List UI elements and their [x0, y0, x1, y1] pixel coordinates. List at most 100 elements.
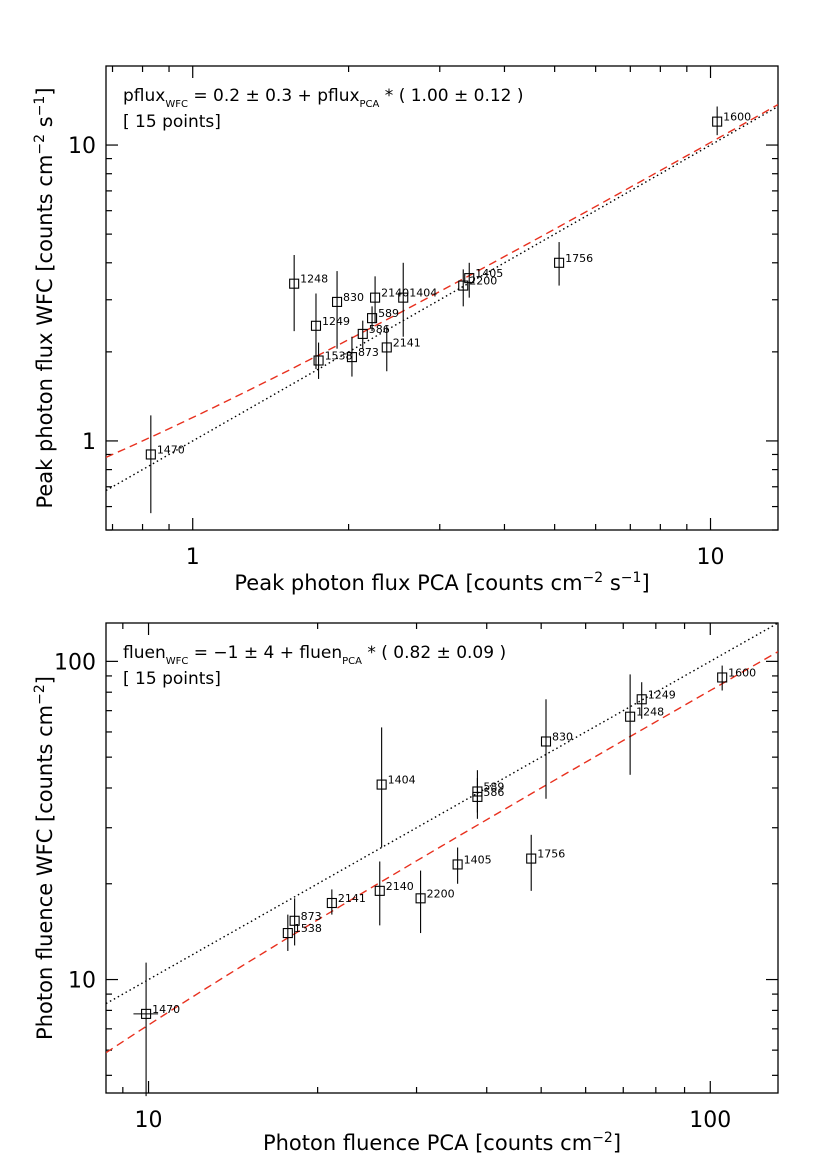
square-marker	[458, 280, 469, 291]
data-point-1756: 1756	[554, 242, 593, 286]
square-marker	[717, 672, 728, 683]
square-marker	[141, 1008, 152, 1019]
square-marker	[376, 779, 387, 790]
data-point-2200: 2200	[458, 269, 497, 307]
square-marker	[145, 449, 156, 460]
data-point-1248: 1248	[289, 255, 328, 332]
square-marker	[346, 352, 357, 363]
square-marker	[526, 853, 537, 864]
x-axis-title: Photon fluence PCA [counts cm−2]	[263, 1130, 621, 1155]
point-label: 2141	[338, 892, 366, 905]
point-label: 1405	[475, 267, 503, 280]
data-point-2140: 2140	[370, 276, 409, 324]
point-label: 2141	[393, 336, 421, 349]
data-point-1404: 1404	[376, 727, 416, 848]
data-point-873: 873	[346, 336, 379, 377]
square-marker	[313, 355, 324, 366]
data-point-1538: 1538	[282, 914, 322, 951]
data-point-1538: 1538	[313, 342, 353, 379]
x-axis-title: Peak photon flux PCA [counts cm−2 s−1]	[234, 570, 649, 595]
point-label: 2200	[427, 887, 455, 900]
data-point-873: 873	[289, 898, 322, 946]
point-label: 830	[343, 291, 364, 304]
fit-annotation: pfluxWFC = 0.2 ± 0.3 + pfluxPCA * ( 1.00…	[123, 86, 524, 110]
point-label: 873	[358, 346, 379, 359]
data-point-2140: 2140	[374, 861, 414, 926]
data-point-1248: 1248	[625, 674, 664, 775]
point-label: 1405	[464, 853, 492, 866]
point-label: 873	[301, 910, 322, 923]
point-label: 589	[483, 780, 504, 793]
square-marker	[636, 694, 647, 705]
square-marker	[540, 736, 552, 747]
point-label: 1538	[325, 349, 353, 362]
data-point-2141: 2141	[326, 889, 366, 915]
data-point-1756: 1756	[526, 834, 565, 891]
chart-panel-1: 1 10 1 10 Peak photon flux PCA [counts cm−2 …	[32, 65, 779, 595]
square-marker	[712, 116, 723, 127]
square-marker	[472, 786, 483, 797]
square-marker	[452, 859, 463, 870]
point-label: 1249	[648, 688, 676, 701]
square-marker	[381, 342, 392, 353]
data-point-2200: 2200	[415, 870, 455, 934]
fit-line-identity	[106, 105, 778, 492]
square-marker	[625, 711, 636, 722]
data-point-1470: 1470	[133, 962, 180, 1097]
square-marker	[464, 273, 475, 284]
data-point-830: 830	[540, 699, 573, 799]
plot-frame	[105, 622, 779, 1094]
data-point-589: 589	[367, 306, 399, 332]
square-marker	[367, 313, 378, 324]
fit-line-linear	[106, 651, 778, 1054]
data-point-1405: 1405	[452, 847, 492, 884]
y-axis-title: Photon fluence WFC [counts cm−2]	[32, 676, 57, 1040]
square-marker	[370, 292, 381, 303]
square-marker	[415, 893, 426, 904]
plot-frame	[105, 65, 779, 531]
y-axis-title: Peak photon flux WFC [counts cm−2 s−1]	[32, 87, 57, 508]
point-label: 2200	[469, 275, 497, 288]
point-label: 1248	[300, 273, 328, 286]
point-label: 1538	[294, 922, 322, 935]
data-point-1470: 1470	[145, 415, 185, 514]
point-label: 1249	[322, 315, 350, 328]
data-point-1405: 1405	[464, 262, 503, 298]
point-label: 1404	[388, 774, 416, 787]
square-marker	[310, 320, 322, 331]
point-label: 1248	[636, 706, 664, 719]
points-count: [ 15 points]	[123, 669, 221, 689]
data-point-589: 589	[472, 770, 504, 813]
square-marker	[554, 257, 565, 268]
x-tick-label: 10	[135, 1108, 163, 1133]
point-label: 586	[483, 786, 504, 799]
square-marker	[357, 328, 368, 339]
y-tick-label: 100	[54, 650, 96, 675]
y-tick-label: 1	[82, 430, 96, 455]
point-label: 1404	[409, 287, 437, 300]
data-point-1600: 1600	[717, 665, 756, 691]
data-point-2141: 2141	[381, 325, 421, 372]
point-label: 589	[378, 307, 399, 320]
data-point-1600: 1600	[712, 106, 751, 136]
y-tick-label: 10	[68, 969, 96, 994]
x-tick-label: 10	[697, 545, 725, 570]
data-point-586: 586	[357, 320, 390, 349]
point-label: 1470	[157, 443, 185, 456]
data-point-1249: 1249	[636, 682, 676, 719]
point-label: 1756	[537, 848, 565, 861]
data-point-830: 830	[332, 271, 364, 349]
point-label: 1470	[152, 1003, 180, 1016]
square-marker	[398, 292, 409, 303]
fit-annotation: fluenWFC = −1 ± 4 + fluenPCA * ( 0.82 ± …	[123, 643, 506, 667]
point-label: 1600	[723, 111, 751, 124]
square-marker	[374, 885, 385, 896]
point-label: 2140	[381, 287, 409, 300]
chart-panel-2: 10 100 10 100 Photon fluence PCA [counts cm−…	[32, 622, 779, 1155]
points-count: [ 15 points]	[123, 112, 221, 132]
point-label: 586	[369, 323, 390, 336]
fit-line-linear	[106, 103, 778, 459]
square-marker	[282, 928, 293, 939]
square-marker	[326, 897, 337, 909]
